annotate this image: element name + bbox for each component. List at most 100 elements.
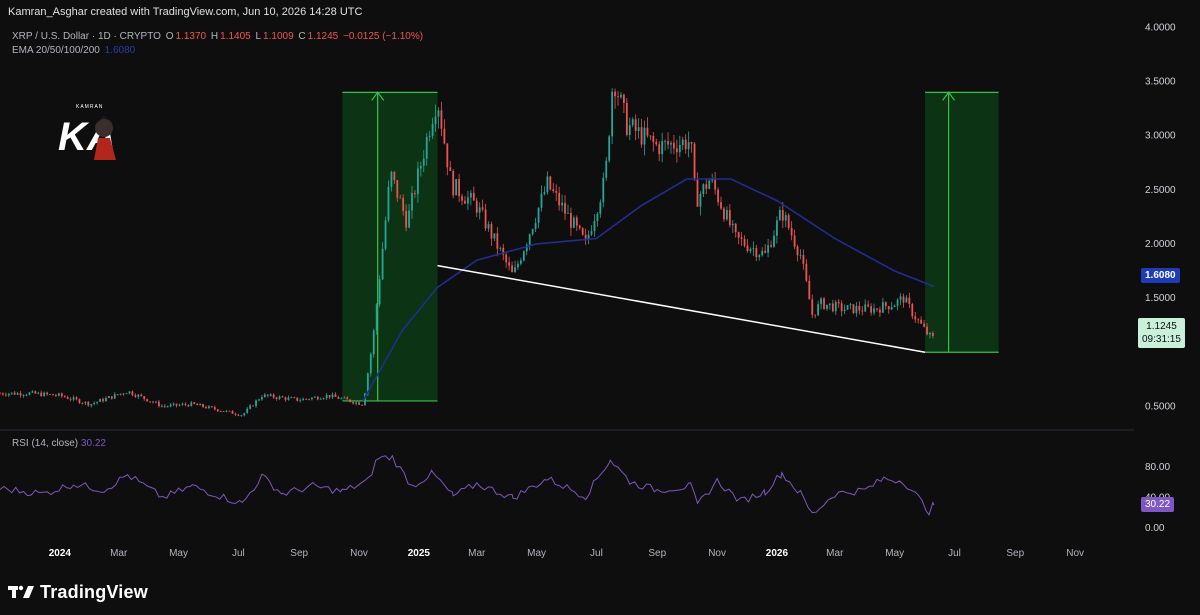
candle-body: [472, 192, 475, 201]
candle-body: [570, 212, 572, 228]
candle-body: [684, 139, 687, 150]
candle-body: [431, 123, 434, 137]
candle-body: [31, 391, 34, 393]
time-tick-label: Mar: [110, 548, 128, 559]
price-tick-label: 0.5000: [1145, 401, 1176, 412]
time-tick-label: Sep: [648, 548, 666, 559]
candle-body: [399, 197, 402, 199]
candle-body: [60, 393, 63, 397]
author-logo: KAMRAN KA: [58, 102, 126, 162]
price-tick-label: 2.5000: [1145, 185, 1176, 196]
candle-body: [163, 405, 166, 407]
rsi-tick-label: 80.00: [1145, 462, 1170, 473]
candle-body: [537, 207, 540, 223]
price-tick-label: 2.0000: [1145, 239, 1176, 250]
support-trendline: [437, 264, 926, 353]
candle-body: [116, 394, 119, 395]
candle-body: [578, 225, 581, 229]
time-tick-label: May: [527, 548, 546, 559]
candle-body: [243, 413, 246, 416]
candle-body: [316, 396, 319, 400]
candle-body: [546, 176, 549, 193]
candle-body: [567, 212, 569, 214]
price-tick-label: 3.5000: [1145, 77, 1176, 88]
logo-avatar-body: [94, 138, 116, 160]
candle-body: [322, 398, 325, 399]
candle-body: [778, 210, 781, 221]
candle-body: [28, 392, 31, 395]
candle-body: [152, 401, 154, 403]
candle-body: [202, 404, 204, 407]
candle-body: [502, 247, 505, 255]
candle-body: [849, 304, 852, 306]
candle-body: [355, 402, 357, 404]
candle-body: [540, 193, 543, 208]
candle-body: [675, 148, 678, 153]
candle-body: [811, 299, 814, 315]
price-chart[interactable]: 4.0000 3.5000 3.0000 2.5000 2.0000 1.5000 0.50…: [0, 22, 1200, 590]
measure-box: [342, 92, 438, 401]
time-tick-label: 2026: [766, 548, 789, 559]
candle-body: [558, 192, 561, 206]
candle-body: [49, 394, 51, 395]
candle-body: [814, 314, 817, 316]
candle-body: [911, 304, 914, 317]
candle-body: [658, 144, 661, 155]
candle-body: [840, 303, 843, 312]
candle-body: [887, 306, 890, 310]
candle-body: [57, 393, 60, 396]
candle-body: [325, 395, 328, 399]
candle-body: [19, 393, 22, 396]
tradingview-footer[interactable]: TradingView: [8, 580, 148, 604]
candle-body: [767, 245, 769, 253]
candle-body: [287, 397, 290, 400]
candle-body: [290, 397, 293, 399]
candle-body: [725, 210, 728, 220]
candle-body: [378, 279, 381, 305]
candle-body: [275, 397, 278, 399]
candle-body: [46, 392, 48, 395]
candle-body: [828, 303, 831, 305]
candle-body: [381, 248, 384, 280]
candle-body: [390, 171, 393, 187]
candle-body: [667, 141, 669, 145]
candle-body: [519, 260, 522, 264]
candle-body: [543, 192, 546, 194]
candle-body: [372, 330, 375, 355]
candle-body: [714, 178, 717, 190]
chart-area[interactable]: 4.0000 3.5000 3.0000 2.5000 2.0000 1.5000 0.50…: [0, 22, 1200, 590]
time-tick-label: Nov: [708, 548, 726, 559]
candle-body: [40, 392, 43, 397]
candle-body: [346, 397, 349, 400]
low-label: L: [255, 31, 262, 42]
candle-body: [678, 144, 681, 153]
ema-polyline: [362, 178, 935, 402]
candle-body: [196, 403, 199, 406]
candle-body: [219, 411, 222, 412]
candle-body: [634, 119, 637, 131]
logo-avatar-head: [95, 119, 113, 137]
candle-body: [137, 394, 140, 397]
candle-body: [617, 96, 619, 98]
candle-body: [190, 402, 193, 407]
candle-body: [493, 233, 496, 239]
candle-body: [467, 197, 469, 204]
candle-body: [508, 262, 511, 266]
rsi-label: RSI (14, close): [12, 438, 79, 449]
candle-body: [817, 304, 820, 316]
author-logo-image: KAMRAN KA: [58, 104, 116, 160]
candle-body: [458, 179, 460, 197]
rsi-value: 30.22: [80, 438, 106, 449]
candle-body: [511, 265, 513, 273]
candle-body: [637, 127, 640, 131]
rsi-polyline: [0, 454, 935, 517]
candle-body: [411, 193, 413, 211]
candle-body: [181, 403, 184, 405]
candle-body: [216, 409, 219, 412]
measure-boxes: [342, 91, 999, 402]
candle-body: [717, 189, 719, 203]
candle-body: [210, 406, 213, 408]
candle-body: [755, 248, 758, 258]
candle-body: [646, 127, 649, 136]
candle-body: [296, 397, 299, 401]
